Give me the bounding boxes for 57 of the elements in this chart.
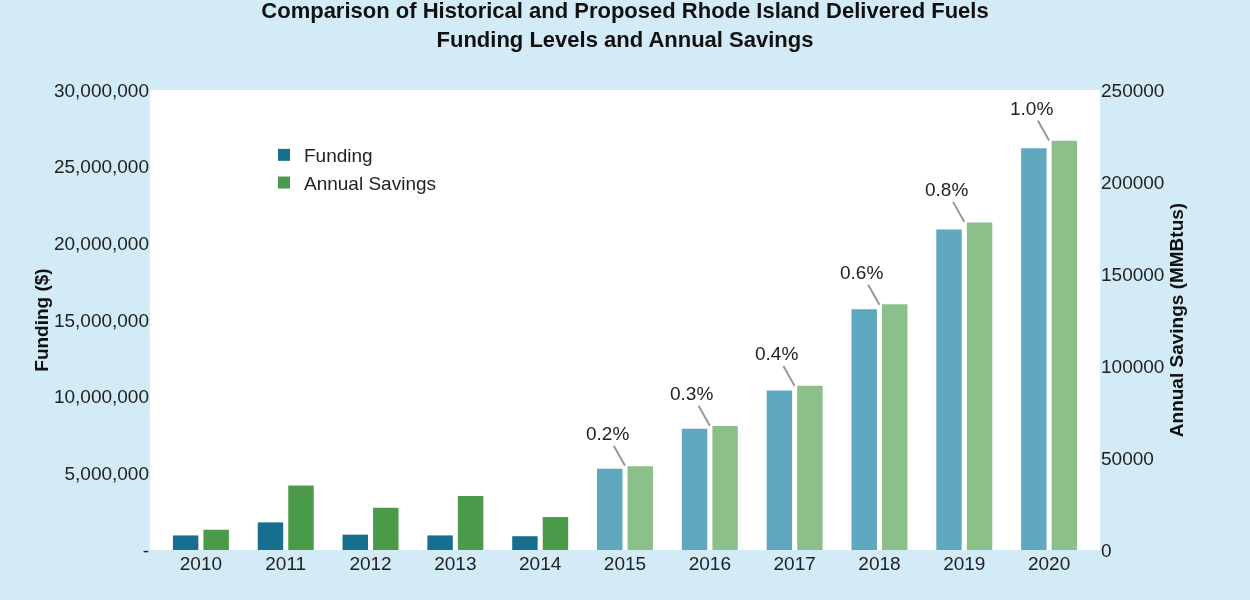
y2-tick-label: 0 — [1101, 539, 1112, 561]
x-tick-label: 2013 — [434, 553, 477, 574]
y-axis-title: Funding ($) — [30, 268, 52, 372]
y2-tick-label: 250000 — [1101, 79, 1165, 101]
y2-tick-label: 150000 — [1101, 263, 1165, 285]
bar — [203, 529, 229, 550]
x-tick-label: 2014 — [519, 553, 562, 574]
bar — [766, 390, 793, 550]
bar — [288, 485, 314, 550]
annotation: 0.3% — [670, 383, 714, 404]
x-tick-label: 2015 — [603, 553, 647, 574]
bar — [966, 222, 993, 550]
y-tick-label: 30,000,000 — [53, 79, 149, 101]
bar — [457, 495, 484, 550]
bar — [427, 535, 453, 550]
bar — [627, 466, 653, 550]
x-tick-label: 2017 — [773, 553, 816, 574]
y2-tick-label: 50000 — [1101, 447, 1154, 469]
bar — [373, 507, 399, 550]
y-tick-label: 5,000,000 — [64, 462, 149, 484]
bar — [882, 304, 908, 550]
bar — [851, 309, 877, 550]
bar — [342, 534, 368, 550]
y-tick-label: 25,000,000 — [53, 156, 149, 178]
annotation: 1.0% — [1010, 98, 1054, 119]
x-tick-label: 2010 — [179, 553, 223, 574]
bar — [712, 425, 738, 550]
annotation: 0.6% — [840, 262, 884, 283]
bar — [172, 535, 199, 550]
y-tick-label: 10,000,000 — [53, 386, 149, 408]
y2-tick-label: 100000 — [1101, 355, 1165, 377]
bar — [797, 385, 823, 550]
x-tick-label: 2011 — [265, 553, 307, 574]
bar — [681, 428, 708, 550]
legend-label: Annual Savings — [304, 172, 437, 194]
bar — [936, 229, 962, 550]
bar — [512, 536, 538, 550]
bar — [542, 517, 569, 550]
x-tick-label: 2018 — [858, 553, 901, 574]
bar — [597, 468, 623, 550]
chart-title: Comparison of Historical and Proposed Rhode Island Delivered Fuels Funding Levels and Annual Savings — [261, 0, 989, 52]
bar — [257, 522, 284, 550]
y-tick-label: - — [142, 539, 149, 561]
bar — [1021, 148, 1047, 550]
annotation: 0.8% — [925, 179, 969, 200]
annotation: 0.4% — [755, 343, 799, 364]
y2-tick-label: 200000 — [1101, 171, 1165, 193]
y-tick-label: 15,000,000 — [53, 309, 149, 331]
x-tick-label: 2016 — [688, 553, 731, 574]
y2-axis-title: Annual Savings (MMBtus) — [1166, 202, 1188, 438]
legend-label: Funding — [304, 145, 373, 167]
x-tick-label: 2020 — [1027, 553, 1071, 574]
x-tick-label: 2019 — [943, 553, 986, 574]
bar — [1051, 140, 1078, 550]
y-tick-label: 20,000,000 — [53, 232, 149, 254]
annotation: 0.2% — [586, 423, 630, 444]
x-tick-label: 2012 — [349, 553, 392, 574]
